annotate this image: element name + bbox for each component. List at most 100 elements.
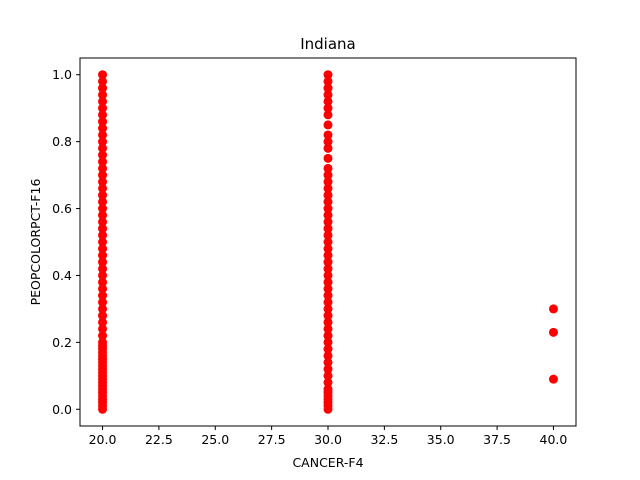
data-point — [548, 304, 558, 314]
data-point — [98, 304, 108, 314]
x-axis-ticks: 20.0 22.5 25.0 27.5 30.0 32.5 35.0 37.5 40.0 — [89, 426, 568, 447]
data-point — [98, 337, 108, 347]
y-tick-label: 0.8 — [52, 134, 72, 149]
data-point — [98, 76, 108, 86]
data-point — [98, 110, 108, 120]
data-point — [323, 120, 333, 130]
data-point — [98, 237, 108, 247]
data-point — [98, 157, 108, 167]
data-point — [323, 143, 333, 153]
data-point — [323, 190, 333, 200]
data-point — [548, 327, 558, 337]
data-point — [323, 204, 333, 214]
data-point — [98, 83, 108, 93]
data-point — [98, 324, 108, 334]
data-point — [98, 224, 108, 234]
data-point — [98, 230, 108, 240]
data-point — [323, 384, 333, 394]
data-point — [323, 237, 333, 247]
data-point — [98, 170, 108, 180]
data-point — [98, 331, 108, 341]
data-point — [323, 371, 333, 381]
data-point — [323, 96, 333, 106]
plot-frame — [79, 57, 577, 427]
data-point — [323, 130, 333, 140]
data-point — [323, 230, 333, 240]
data-point — [98, 264, 108, 274]
x-tick-label: 37.5 — [483, 432, 511, 447]
data-point — [323, 364, 333, 374]
y-tick-label: 1.0 — [52, 67, 72, 82]
data-point — [323, 297, 333, 307]
data-point — [98, 90, 108, 100]
x-axis-label: CANCER-F4 — [292, 455, 363, 470]
y-tick-label: 0.6 — [52, 201, 72, 216]
data-point — [323, 183, 333, 193]
data-point — [323, 284, 333, 294]
data-point — [98, 130, 108, 140]
data-point — [323, 76, 333, 86]
data-point — [323, 378, 333, 388]
data-point — [98, 190, 108, 200]
data-point — [323, 250, 333, 260]
data-point — [98, 183, 108, 193]
x-tick-label: 27.5 — [258, 432, 286, 447]
data-point — [323, 311, 333, 321]
data-point — [98, 297, 108, 307]
data-point — [323, 317, 333, 327]
x-tick-label: 30.0 — [314, 432, 342, 447]
data-point — [98, 250, 108, 260]
data-point — [323, 90, 333, 100]
data-point — [98, 177, 108, 187]
data-point — [98, 284, 108, 294]
data-point — [98, 103, 108, 113]
data-point — [98, 317, 108, 327]
x-tick-label: 20.0 — [89, 432, 117, 447]
data-point — [323, 351, 333, 361]
data-point — [323, 217, 333, 227]
data-point — [323, 324, 333, 334]
y-axis-label: PEOPCOLORPCT-F16 — [28, 179, 43, 306]
data-point — [98, 70, 108, 80]
data-point — [98, 291, 108, 301]
data-point — [98, 163, 108, 173]
points-layer — [98, 70, 558, 414]
x-tick-label: 25.0 — [201, 432, 229, 447]
data-point — [98, 270, 108, 280]
data-point — [98, 311, 108, 321]
data-point — [323, 137, 333, 147]
data-point — [98, 210, 108, 220]
data-point — [323, 244, 333, 254]
x-tick-label: 35.0 — [427, 432, 455, 447]
y-tick-label: 0.4 — [52, 268, 72, 283]
data-point — [98, 143, 108, 153]
data-point — [98, 204, 108, 214]
chart-title: Indiana — [300, 35, 356, 53]
data-point — [323, 210, 333, 220]
data-point — [323, 257, 333, 267]
data-point — [323, 70, 333, 80]
data-point — [323, 331, 333, 341]
data-point — [323, 337, 333, 347]
x-tick-label: 40.0 — [540, 432, 568, 447]
data-point — [98, 123, 108, 133]
data-point — [323, 110, 333, 120]
data-point — [323, 357, 333, 367]
data-point — [548, 374, 558, 384]
data-point — [323, 197, 333, 207]
y-axis-ticks: 0.0 0.2 0.4 0.6 0.8 1.0 — [52, 67, 80, 417]
data-point — [98, 257, 108, 267]
data-point — [98, 117, 108, 127]
data-point — [98, 277, 108, 287]
data-point — [323, 344, 333, 354]
data-point — [323, 170, 333, 180]
data-point — [323, 270, 333, 280]
data-point — [98, 96, 108, 106]
data-point — [323, 177, 333, 187]
data-point — [323, 153, 333, 163]
y-tick-label: 0.0 — [52, 402, 72, 417]
data-point — [323, 291, 333, 301]
data-point — [98, 217, 108, 227]
x-tick-label: 32.5 — [370, 432, 398, 447]
